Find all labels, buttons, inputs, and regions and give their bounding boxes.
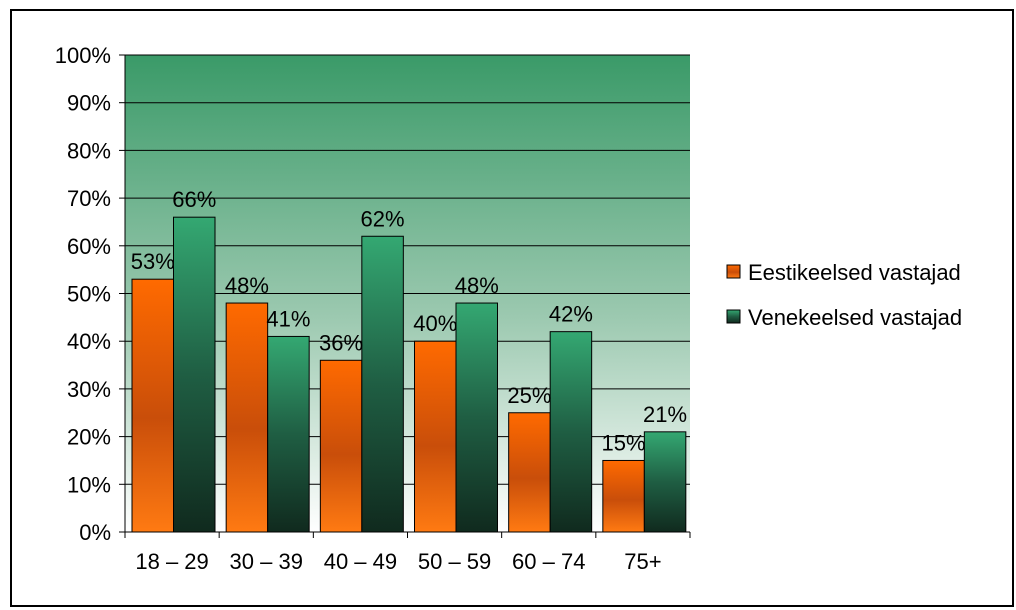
x-tick-label: 60 – 74: [512, 549, 585, 574]
y-tick-label: 40%: [67, 329, 111, 354]
y-tick-label: 60%: [67, 234, 111, 259]
gridlines: [125, 54, 690, 485]
data-label: 53%: [131, 249, 175, 274]
bar-venekeelsed-1: [267, 335, 310, 533]
y-tick-label: 50%: [67, 282, 111, 307]
legend-label: Venekeelsed vastajad: [748, 305, 962, 330]
bar-eestikeelsed-5: [602, 459, 645, 533]
bar-eestikeelsed-0: [131, 278, 174, 533]
x-tick-label: 40 – 49: [324, 549, 397, 574]
y-tick-label: 10%: [67, 472, 111, 497]
data-label: 62%: [361, 206, 405, 231]
x-tick-label: 30 – 39: [230, 549, 303, 574]
bar-venekeelsed-5: [643, 431, 687, 533]
x-tick-label: 75+: [624, 549, 661, 574]
bar-eestikeelsed-1: [225, 302, 269, 533]
bar-venekeelsed-0: [173, 216, 216, 533]
y-tick-label: 20%: [67, 425, 111, 450]
data-label: 25%: [507, 383, 551, 408]
bar-venekeelsed-3: [455, 302, 498, 533]
bar-eestikeelsed-4: [508, 412, 551, 533]
axes: [119, 54, 691, 538]
legend: Eestikeelsed vastajad Venekeelsed vastaja…: [726, 260, 962, 330]
y-tick-label: 70%: [67, 186, 111, 211]
y-tick-label: 0%: [79, 520, 111, 545]
x-tick-label: 50 – 59: [418, 549, 491, 574]
bar-eestikeelsed-2: [319, 359, 363, 533]
data-label: 21%: [643, 402, 687, 427]
y-tick-labels: 0% 10% 20% 30% 40% 50% 60% 70% 80% 90% 100%: [55, 43, 111, 545]
legend-swatch: [726, 309, 741, 324]
y-tick-label: 100%: [55, 43, 111, 68]
bars: [131, 216, 687, 533]
bar-eestikeelsed-3: [414, 340, 457, 533]
data-label: 66%: [172, 187, 216, 212]
y-tick-label: 30%: [67, 377, 111, 402]
data-label: 48%: [455, 273, 499, 298]
data-label: 15%: [602, 430, 646, 455]
data-label: 48%: [225, 273, 269, 298]
data-label: 40%: [413, 311, 457, 336]
y-tick-label: 80%: [67, 138, 111, 163]
y-tick-label: 90%: [67, 91, 111, 116]
data-label: 41%: [266, 306, 310, 331]
bar-venekeelsed-4: [549, 331, 593, 533]
data-labels: 53% 48% 36% 40% 25% 15% 66% 41% 62% 48% 42% 21%: [131, 187, 687, 455]
data-label: 42%: [549, 302, 593, 327]
bar-venekeelsed-2: [361, 235, 404, 533]
x-tick-label: 18 – 29: [135, 549, 208, 574]
data-label: 36%: [319, 330, 363, 355]
x-tick-labels: 18 – 29 30 – 39 40 – 49 50 – 59 60 – 74 75+: [135, 549, 661, 574]
legend-swatch: [726, 264, 741, 279]
legend-label: Eestikeelsed vastajad: [748, 260, 961, 285]
